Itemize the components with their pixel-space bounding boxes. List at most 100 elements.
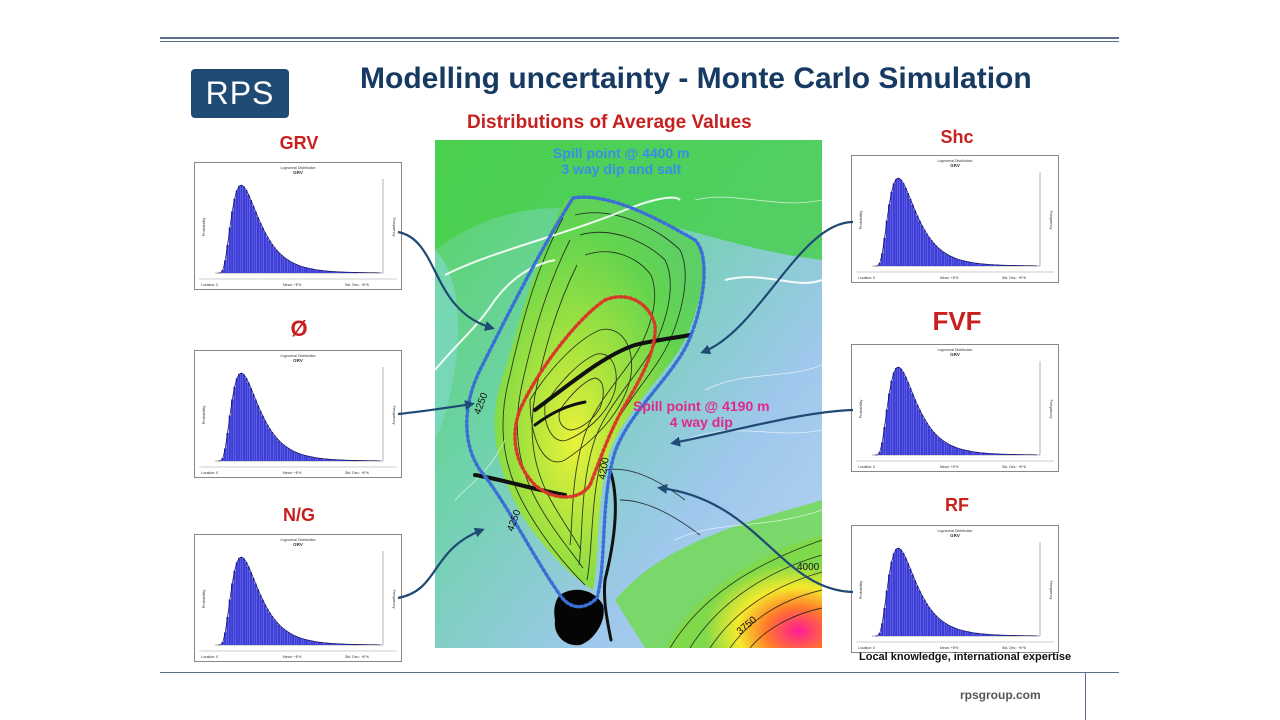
histogram-bar <box>995 634 999 636</box>
histogram-bar <box>1005 635 1008 636</box>
histogram-bar <box>932 613 935 636</box>
histogram-bar <box>242 558 245 645</box>
histogram-title: GRV <box>293 358 303 363</box>
histogram-bar <box>991 453 994 455</box>
histogram-bar <box>221 641 224 645</box>
histogram-bar <box>897 548 900 636</box>
histogram-y-right-label: Frequency <box>1049 581 1054 600</box>
histogram-bar <box>233 570 236 645</box>
histogram-bar <box>228 227 231 273</box>
histogram-bar <box>1000 454 1003 455</box>
histogram-y-right-label: Frequency <box>392 218 397 237</box>
histogram-bar <box>252 393 255 461</box>
histogram-bar <box>937 617 940 636</box>
histogram-bar <box>951 257 954 266</box>
histogram-y-left-label: Probability <box>201 218 206 237</box>
histogram-bar <box>263 232 267 273</box>
histogram-bar <box>998 264 1001 266</box>
histogram-bar <box>988 453 992 455</box>
histogram-bar <box>252 205 255 273</box>
histogram-bar <box>259 410 262 461</box>
histogram-bar <box>918 590 921 636</box>
histogram-curve <box>875 366 1037 456</box>
histogram-curve <box>218 372 380 462</box>
histogram-bar <box>885 220 888 266</box>
histogram-footer-mid: Mean: +E*6 <box>283 471 301 475</box>
histogram-bar <box>299 453 302 461</box>
histogram-bar <box>906 193 910 266</box>
histogram-bar <box>306 267 309 273</box>
histogram-bar <box>937 247 940 266</box>
histogram-bar <box>324 270 327 273</box>
histogram-bar <box>287 260 290 273</box>
histogram-bar <box>895 179 898 266</box>
histogram-bar <box>878 632 881 636</box>
histogram-type-label: Lognormal Distribution <box>280 538 315 542</box>
histogram-bar <box>343 644 346 645</box>
footer-url[interactable]: rpsgroup.com <box>960 688 1041 702</box>
histogram-bar <box>1007 454 1010 455</box>
histogram-bar <box>231 399 234 461</box>
spill-note-mid-line2: 4 way dip <box>669 414 733 430</box>
histogram-bar <box>899 368 902 455</box>
histogram-bar <box>948 444 952 455</box>
histogram-bar <box>885 409 888 455</box>
histogram-bar <box>916 585 919 636</box>
histogram-bar <box>963 449 966 455</box>
histogram-bar <box>266 236 269 273</box>
histogram-bar <box>345 460 349 461</box>
histogram-bar <box>883 427 886 455</box>
histogram-curve <box>218 184 380 274</box>
histogram-bar <box>972 632 975 636</box>
histogram-bar <box>315 269 318 273</box>
histogram-bar <box>334 271 337 273</box>
histogram-bar <box>296 265 299 273</box>
histogram-y-left-label: Probability <box>201 590 206 609</box>
histogram-bar <box>245 562 248 645</box>
histogram-bar <box>249 200 253 273</box>
histogram-bar <box>294 452 297 461</box>
histogram-bar <box>268 612 271 645</box>
histogram-bar <box>228 599 231 645</box>
histogram-title: GRV <box>293 170 303 175</box>
histogram-bar <box>263 420 267 461</box>
histogram-bar <box>336 271 339 273</box>
histogram-bar <box>254 583 257 645</box>
histogram-bar <box>343 460 346 461</box>
histogram-bar <box>329 271 332 273</box>
histogram-bar <box>324 642 327 645</box>
histogram-bar <box>925 422 928 455</box>
histogram-footer-right: Std. Dev.: +E*6 <box>345 471 369 475</box>
histogram-bar <box>348 644 351 645</box>
histogram-bar <box>296 637 299 645</box>
histogram-bar <box>958 629 961 636</box>
histogram-bar <box>259 594 262 645</box>
histogram-bar <box>1000 635 1003 636</box>
histogram-bar <box>965 631 968 636</box>
histogram-bar <box>920 414 924 455</box>
histogram-bar <box>238 186 241 273</box>
histogram-bar <box>242 186 245 273</box>
histogram-bar <box>948 625 952 636</box>
histogram-footer-left: Location: 0 <box>858 465 875 469</box>
histogram-bar <box>313 641 316 645</box>
histogram-bar <box>327 643 330 645</box>
top-rule-thin <box>160 41 1119 42</box>
histogram-footer-right: Std. Dev.: +E*6 <box>1002 276 1026 280</box>
histogram-bar <box>878 262 881 266</box>
histogram-bar <box>341 271 344 273</box>
histogram-bar <box>308 640 311 645</box>
histogram-bar <box>923 229 926 266</box>
histogram-bar <box>958 448 961 455</box>
histogram-bar <box>256 405 260 461</box>
histogram-bar <box>343 272 346 273</box>
histogram-bar <box>878 451 881 455</box>
histogram-bar <box>981 452 984 455</box>
histogram-bar <box>315 457 318 461</box>
histogram-bar <box>270 244 274 273</box>
histogram-bar <box>221 269 224 273</box>
histogram-bar <box>249 388 253 461</box>
histogram-bar <box>981 633 984 636</box>
histogram-bar <box>270 616 274 645</box>
